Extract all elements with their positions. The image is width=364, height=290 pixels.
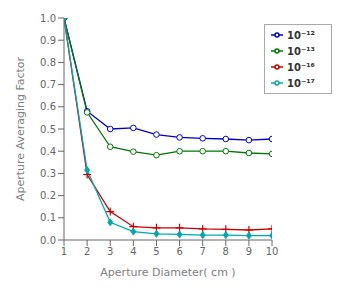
svg-text:0.2: 0.2 bbox=[40, 190, 56, 201]
svg-text:0.4: 0.4 bbox=[40, 146, 56, 157]
svg-text:Aperture Averaging Factor: Aperture Averaging Factor bbox=[14, 56, 27, 201]
svg-text:0.3: 0.3 bbox=[40, 168, 56, 179]
svg-text:1: 1 bbox=[61, 246, 67, 257]
svg-text:2: 2 bbox=[84, 246, 90, 257]
svg-text:0.6: 0.6 bbox=[40, 101, 56, 112]
html-text:10⁻¹⁷: 10⁻¹⁷ bbox=[287, 78, 315, 89]
svg-text:8: 8 bbox=[223, 246, 229, 257]
svg-text:7: 7 bbox=[200, 246, 206, 257]
svg-text:3: 3 bbox=[107, 246, 113, 257]
html-text:10⁻¹³: 10⁻¹³ bbox=[287, 46, 315, 57]
svg-text:4: 4 bbox=[130, 246, 136, 257]
svg-text:0.5: 0.5 bbox=[40, 124, 56, 135]
svg-text:10: 10 bbox=[266, 246, 279, 257]
svg-text:0.0: 0.0 bbox=[40, 235, 56, 246]
html-text:10⁻¹⁶: 10⁻¹⁶ bbox=[287, 62, 315, 73]
svg-text:0.7: 0.7 bbox=[40, 79, 56, 90]
svg-text:5: 5 bbox=[153, 246, 159, 257]
svg-text:0.1: 0.1 bbox=[40, 212, 56, 223]
svg-text:9: 9 bbox=[246, 246, 252, 257]
svg-text:6: 6 bbox=[176, 246, 182, 257]
svg-text:1.0: 1.0 bbox=[40, 13, 56, 24]
svg-text:0.8: 0.8 bbox=[40, 57, 56, 68]
svg-text:0.9: 0.9 bbox=[40, 35, 56, 46]
svg-text:Aperture Diameter( cm ): Aperture Diameter( cm ) bbox=[100, 266, 235, 279]
html-text:10⁻¹²: 10⁻¹² bbox=[287, 30, 315, 41]
